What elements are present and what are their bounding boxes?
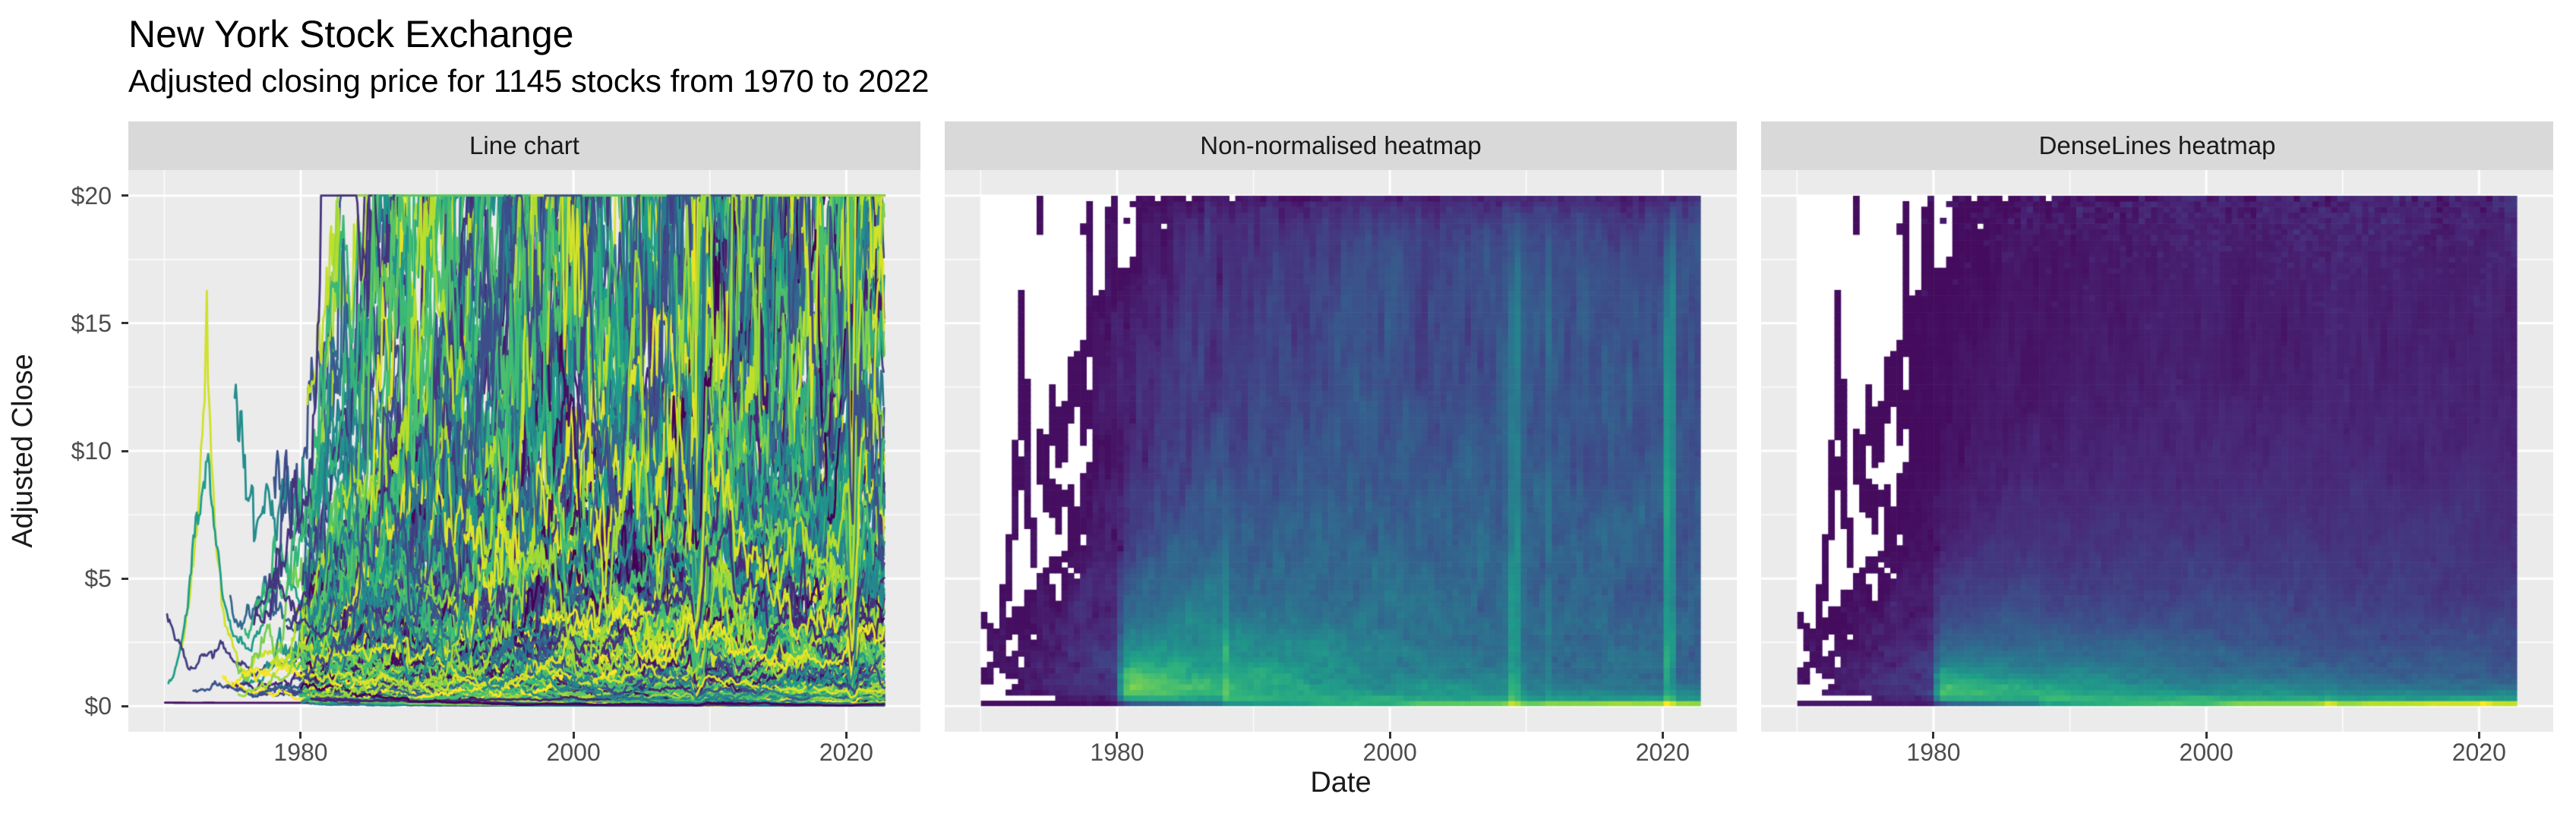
- y-tick-mark: [122, 322, 128, 325]
- x-tick-mark: [572, 732, 575, 739]
- chart-title: New York Stock Exchange: [128, 13, 574, 55]
- x-tick-mark: [1388, 732, 1391, 739]
- y-tick-mark: [122, 704, 128, 707]
- x-tick-mark: [2205, 732, 2208, 739]
- denselines-heatmap-panel: [1761, 170, 2553, 732]
- y-tick-mark: [122, 449, 128, 452]
- x-tick-mark: [1116, 732, 1119, 739]
- line-chart-panel: [128, 170, 920, 732]
- x-axis-title: Date: [1310, 767, 1372, 799]
- line-chart-canvas: [128, 170, 920, 732]
- chart-header: New York Stock Exchange Adjusted closing…: [0, 0, 2576, 100]
- x-axis-title-row: Date: [128, 767, 2553, 799]
- facet-strip-nonnormalised-heatmap: Non-normalised heatmap: [945, 121, 1737, 170]
- x-tick-label: 2000: [1362, 739, 1417, 766]
- y-tick-label: $0: [84, 692, 112, 720]
- denselines-heatmap-canvas: [1761, 170, 2553, 732]
- plot-area: Adjusted Close $0 $5 $10 $15 $20 Line chart …: [0, 121, 2576, 765]
- y-tick-label: $15: [71, 309, 112, 337]
- x-tick-mark: [844, 732, 848, 739]
- y-tick-mark: [122, 194, 128, 197]
- facet-strip-line-chart: Line chart: [128, 121, 920, 170]
- chart-subtitle: Adjusted closing price for 1145 stocks f…: [128, 63, 930, 99]
- y-tick-label: $20: [71, 181, 112, 210]
- x-tick-label: 2000: [546, 739, 601, 766]
- x-tick-label: 2020: [2451, 739, 2506, 766]
- x-axis-denselines-heatmap: 1980 2000 2020: [1761, 732, 2553, 765]
- facet-strip-denselines-heatmap: DenseLines heatmap: [1761, 121, 2553, 170]
- y-tick-label: $5: [84, 565, 112, 593]
- x-tick-label: 1980: [1090, 739, 1144, 766]
- nonnormalised-heatmap-panel: [945, 170, 1737, 732]
- x-axis-line-chart: 1980 2000 2020: [128, 732, 920, 765]
- y-tick-label: $10: [71, 437, 112, 465]
- x-tick-mark: [299, 732, 302, 739]
- x-tick-label: 2000: [2179, 739, 2233, 766]
- x-tick-label: 2020: [819, 739, 873, 766]
- x-axis-nonnormalised-heatmap: 1980 2000 2020: [945, 732, 1737, 765]
- x-tick-label: 1980: [1906, 739, 1961, 766]
- x-tick-label: 2020: [1635, 739, 1690, 766]
- facet-nonnormalised-heatmap: Non-normalised heatmap 1980 2000 2020: [945, 121, 1737, 765]
- x-tick-mark: [1661, 732, 1664, 739]
- y-tick-mark: [122, 577, 128, 580]
- x-tick-mark: [1932, 732, 1935, 739]
- facet-line-chart: Line chart 1980 2000 2020: [128, 121, 920, 765]
- facet-denselines-heatmap: DenseLines heatmap 1980 2000 2020: [1761, 121, 2553, 765]
- y-axis: Adjusted Close $0 $5 $10 $15 $20: [0, 121, 128, 765]
- x-tick-label: 1980: [273, 739, 328, 766]
- nonnormalised-heatmap-canvas: [945, 170, 1737, 732]
- x-tick-mark: [2477, 732, 2480, 739]
